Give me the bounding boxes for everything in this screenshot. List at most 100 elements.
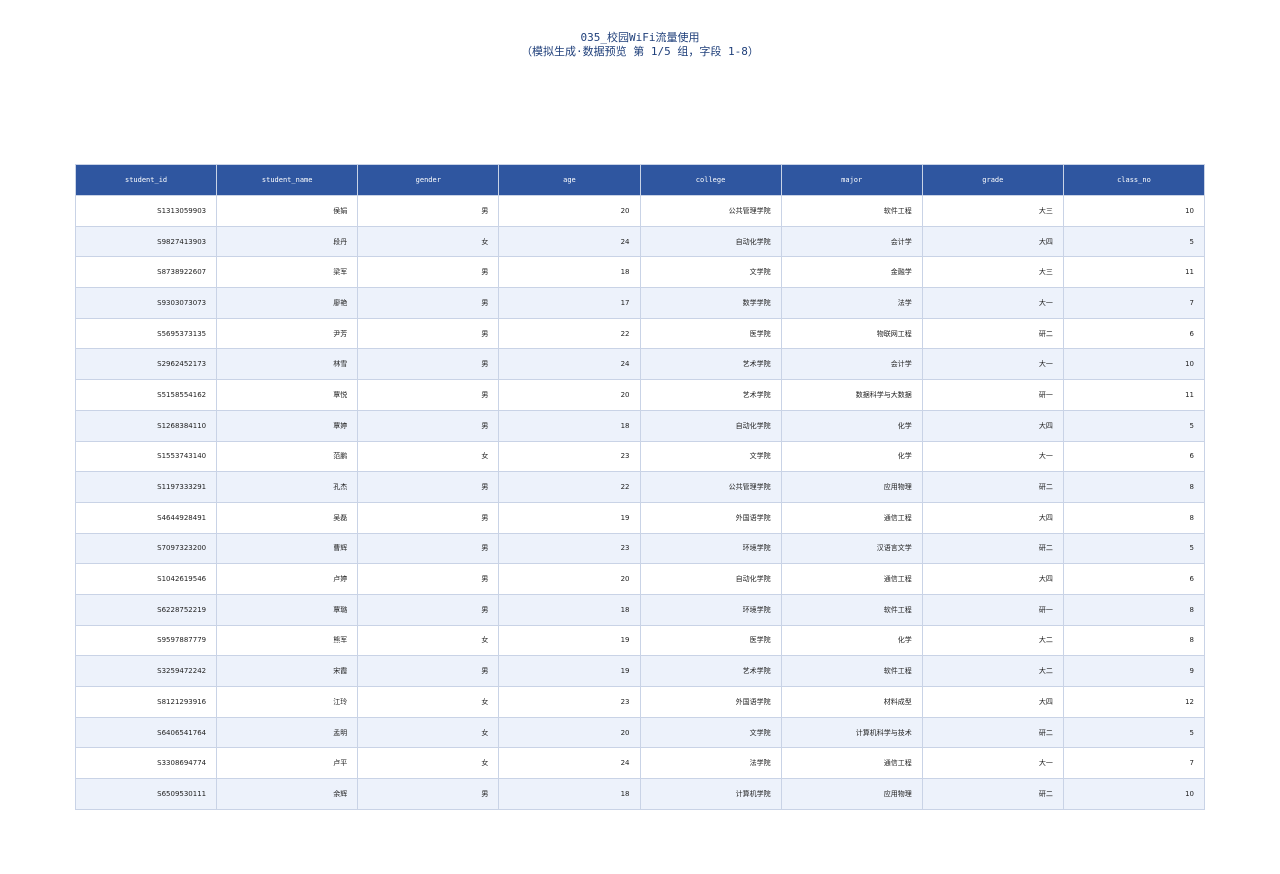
table-cell: 自动化学院	[639, 225, 782, 258]
table-cell: 11	[1062, 256, 1206, 289]
table-cell: 7	[1062, 747, 1206, 780]
table-cell: 18	[498, 778, 641, 810]
table-cell: 男	[357, 409, 500, 442]
table-cell: 覃悦	[216, 379, 359, 411]
table-cell: 男	[357, 348, 500, 381]
table-row: S9303073073 廖艳男 17 数学学院 法学 大一 7	[74, 287, 1206, 319]
table-cell: S1313059903	[74, 195, 218, 227]
table-cell: 应用物理	[780, 471, 923, 503]
table-cell: 男	[357, 778, 500, 810]
table-cell: 研一	[921, 379, 1064, 411]
table-row: S8121293916 江玲女 23 外国语学院 材料成型 大四 12	[74, 686, 1206, 718]
table-cell: 软件工程	[780, 593, 923, 626]
table-cell: 材料成型	[780, 686, 923, 718]
table-cell: S6509530111	[74, 778, 218, 810]
table-cell: 女	[357, 716, 500, 749]
table-cell: 男	[357, 317, 500, 350]
column-header: age	[498, 164, 641, 196]
table-cell: 计算机学院	[639, 778, 782, 810]
table-cell: 12	[1062, 686, 1206, 718]
table-cell: 公共管理学院	[639, 195, 782, 227]
table-row: S6406541764 孟明女 20 文学院 计算机科学与技术 研二 5	[74, 716, 1206, 749]
table-cell: 汉语言文学	[780, 532, 923, 565]
table-cell: 公共管理学院	[639, 471, 782, 503]
table-row: S3259472242 宋霞男 19 艺术学院 软件工程 大二 9	[74, 655, 1206, 687]
table-cell: 24	[498, 348, 641, 381]
table-row: S1268384110 覃婷男 18 自动化学院 化学 大四 5	[74, 409, 1206, 442]
table-cell: 11	[1062, 379, 1206, 411]
table-row: S3308694774 卢平女 24 法学院 通信工程 大一 7	[74, 747, 1206, 780]
table-cell: S9827413903	[74, 225, 218, 258]
table-cell: 女	[357, 686, 500, 718]
table-cell: 男	[357, 287, 500, 319]
table-cell: 数学学院	[639, 287, 782, 319]
table-cell: 江玲	[216, 686, 359, 718]
table-cell: 研一	[921, 593, 1064, 626]
table-cell: 女	[357, 225, 500, 258]
table-cell: 8	[1062, 624, 1206, 657]
table-cell: 化学	[780, 440, 923, 473]
table-cell: 研二	[921, 317, 1064, 350]
table-cell: 外国语学院	[639, 501, 782, 534]
table-cell: 余辉	[216, 778, 359, 810]
table-cell: 6	[1062, 440, 1206, 473]
table-cell: 会计学	[780, 348, 923, 381]
table-cell: 10	[1062, 195, 1206, 227]
table-cell: S8121293916	[74, 686, 218, 718]
column-header: grade	[921, 164, 1064, 196]
table-cell: 23	[498, 532, 641, 565]
table-cell: 大四	[921, 501, 1064, 534]
table-cell: 大四	[921, 686, 1064, 718]
table-cell: 9	[1062, 655, 1206, 687]
table-cell: 19	[498, 624, 641, 657]
table-cell: 段丹	[216, 225, 359, 258]
table-row: S9597887779 熊军女 19 医学院 化学 大二 8	[74, 624, 1206, 657]
table-cell: 19	[498, 501, 641, 534]
table-cell: S2962452173	[74, 348, 218, 381]
table-cell: 大二	[921, 624, 1064, 657]
table-cell: 8	[1062, 593, 1206, 626]
table-cell: 自动化学院	[639, 563, 782, 595]
table-cell: 自动化学院	[639, 409, 782, 442]
table-cell: S5158554162	[74, 379, 218, 411]
table-row: S2962452173 林雪男 24 艺术学院 会计学 大一 10	[74, 348, 1206, 381]
table-cell: 艺术学院	[639, 348, 782, 381]
table-cell: 法学	[780, 287, 923, 319]
title: 035_校园WiFi流量使用	[580, 31, 700, 44]
column-header: gender	[357, 164, 500, 196]
table-cell: S6406541764	[74, 716, 218, 749]
table-cell: 8	[1062, 501, 1206, 534]
table-cell: 计算机科学与技术	[780, 716, 923, 749]
table-cell: 大四	[921, 563, 1064, 595]
data-table: student_id student_name gender age college ma…	[74, 164, 1206, 810]
table-cell: 8	[1062, 471, 1206, 503]
table-cell: 18	[498, 256, 641, 289]
table-cell: 研二	[921, 716, 1064, 749]
table-cell: S8738922607	[74, 256, 218, 289]
table-row: S1553743140 范鹏女 23 文学院 化学 大一 6	[74, 440, 1206, 473]
table-row: S1042619546 卢婷男 20 自动化学院 通信工程 大四 6	[74, 563, 1206, 595]
table-cell: 18	[498, 409, 641, 442]
table-cell: 尹芳	[216, 317, 359, 350]
table-cell: 艺术学院	[639, 655, 782, 687]
table-cell: S1553743140	[74, 440, 218, 473]
table-cell: 22	[498, 471, 641, 503]
table-cell: 5	[1062, 409, 1206, 442]
table-cell: S3259472242	[74, 655, 218, 687]
table-cell: 24	[498, 225, 641, 258]
table-cell: 20	[498, 195, 641, 227]
table-cell: 女	[357, 440, 500, 473]
table-cell: 文学院	[639, 440, 782, 473]
table-cell: 5	[1062, 225, 1206, 258]
table-cell: 数据科学与大数据	[780, 379, 923, 411]
table-cell: 5	[1062, 532, 1206, 565]
table-cell: 法学院	[639, 747, 782, 780]
table-cell: 17	[498, 287, 641, 319]
table-row: S6509530111 余辉男 18 计算机学院 应用物理 研二 10	[74, 778, 1206, 810]
table-cell: 侯娟	[216, 195, 359, 227]
table-cell: S1268384110	[74, 409, 218, 442]
table-cell: 5	[1062, 716, 1206, 749]
table-cell: 大一	[921, 348, 1064, 381]
table-row: S1313059903 侯娟男 20 公共管理学院 软件工程 大三 10	[74, 195, 1206, 227]
